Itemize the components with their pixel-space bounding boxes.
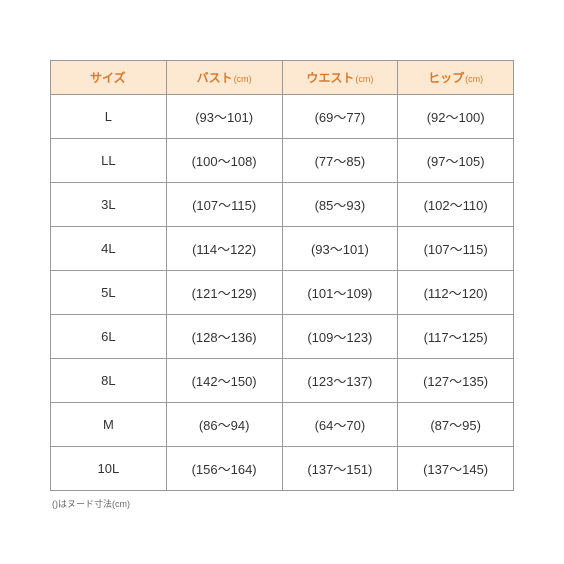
table-cell: 5L bbox=[51, 271, 167, 315]
table-row: L(93～101)(69～77)(92～100) bbox=[51, 95, 514, 139]
col-label: バスト bbox=[197, 71, 233, 85]
col-label: サイズ bbox=[90, 71, 126, 85]
table-cell: (127～135) bbox=[398, 359, 514, 403]
col-unit: (cm) bbox=[234, 74, 252, 84]
table-row: 8L(142～150)(123～137)(127～135) bbox=[51, 359, 514, 403]
col-header-size: サイズ bbox=[51, 61, 167, 95]
table-cell: (128～136) bbox=[166, 315, 282, 359]
table-cell: (101～109) bbox=[282, 271, 398, 315]
table-cell: 10L bbox=[51, 447, 167, 491]
footnote-text: ()はヌード寸法(cm) bbox=[50, 497, 514, 510]
table-cell: (97～105) bbox=[398, 139, 514, 183]
table-cell: (137～145) bbox=[398, 447, 514, 491]
table-cell: 8L bbox=[51, 359, 167, 403]
table-cell: (137～151) bbox=[282, 447, 398, 491]
table-cell: (77～85) bbox=[282, 139, 398, 183]
table-cell: (100～108) bbox=[166, 139, 282, 183]
col-header-hip: ヒップ(cm) bbox=[398, 61, 514, 95]
table-cell: 3L bbox=[51, 183, 167, 227]
table-cell: (117～125) bbox=[398, 315, 514, 359]
table-cell: 4L bbox=[51, 227, 167, 271]
table-cell: M bbox=[51, 403, 167, 447]
table-cell: LL bbox=[51, 139, 167, 183]
table-body: L(93～101)(69～77)(92～100)LL(100～108)(77～8… bbox=[51, 95, 514, 491]
table-cell: (123～137) bbox=[282, 359, 398, 403]
table-cell: (93～101) bbox=[166, 95, 282, 139]
table-row: 10L(156～164)(137～151)(137～145) bbox=[51, 447, 514, 491]
table-row: M(86～94)(64～70)(87～95) bbox=[51, 403, 514, 447]
col-unit: (cm) bbox=[355, 74, 373, 84]
table-cell: 6L bbox=[51, 315, 167, 359]
table-header-row: サイズ バスト(cm) ウエスト(cm) ヒップ(cm) bbox=[51, 61, 514, 95]
table-cell: (114～122) bbox=[166, 227, 282, 271]
table-cell: (87～95) bbox=[398, 403, 514, 447]
table-cell: (109～123) bbox=[282, 315, 398, 359]
table-cell: (69～77) bbox=[282, 95, 398, 139]
size-chart-table: サイズ バスト(cm) ウエスト(cm) ヒップ(cm) L(93～101)(6… bbox=[50, 60, 514, 491]
table-cell: (64～70) bbox=[282, 403, 398, 447]
table-cell: (121～129) bbox=[166, 271, 282, 315]
col-header-bust: バスト(cm) bbox=[166, 61, 282, 95]
table-cell: (112～120) bbox=[398, 271, 514, 315]
col-unit: (cm) bbox=[465, 74, 483, 84]
table-row: 4L(114～122)(93～101)(107～115) bbox=[51, 227, 514, 271]
table-row: LL(100～108)(77～85)(97～105) bbox=[51, 139, 514, 183]
col-label: ウエスト bbox=[306, 71, 354, 85]
table-row: 6L(128～136)(109～123)(117～125) bbox=[51, 315, 514, 359]
table-cell: (156～164) bbox=[166, 447, 282, 491]
table-row: 5L(121～129)(101～109)(112～120) bbox=[51, 271, 514, 315]
table-row: 3L(107～115)(85～93)(102～110) bbox=[51, 183, 514, 227]
table-cell: (107～115) bbox=[166, 183, 282, 227]
col-label: ヒップ bbox=[428, 71, 464, 85]
table-cell: (107～115) bbox=[398, 227, 514, 271]
col-header-waist: ウエスト(cm) bbox=[282, 61, 398, 95]
table-cell: (85～93) bbox=[282, 183, 398, 227]
table-cell: (92～100) bbox=[398, 95, 514, 139]
table-cell: (93～101) bbox=[282, 227, 398, 271]
table-cell: (102～110) bbox=[398, 183, 514, 227]
table-cell: (142～150) bbox=[166, 359, 282, 403]
table-cell: (86～94) bbox=[166, 403, 282, 447]
table-cell: L bbox=[51, 95, 167, 139]
